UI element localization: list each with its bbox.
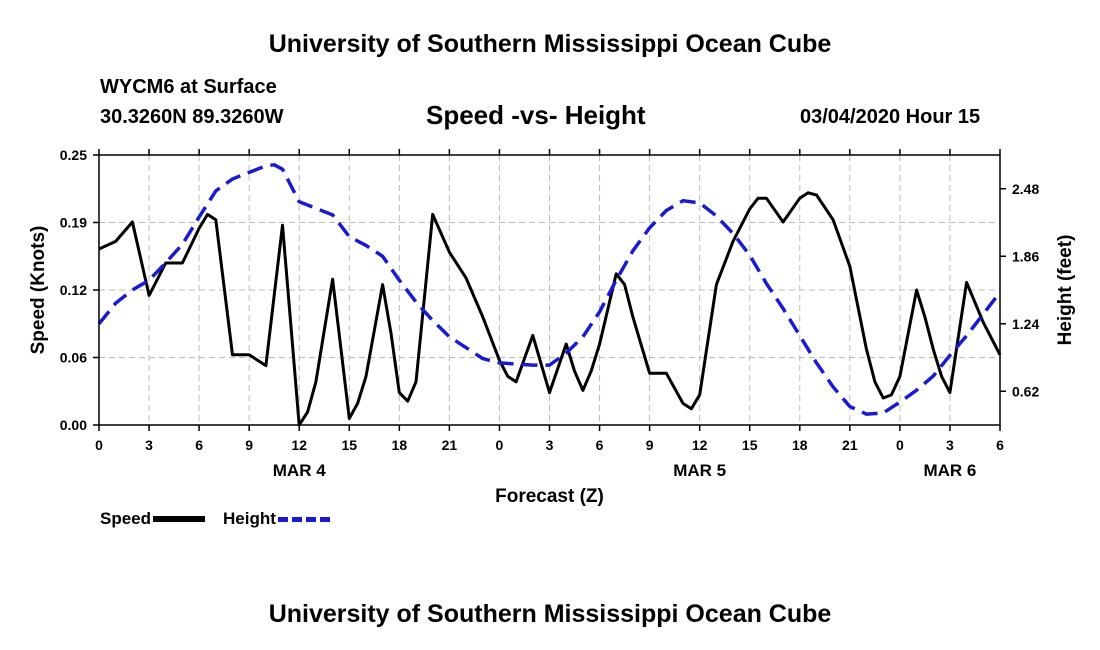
date-label: MAR 6 [923,461,976,480]
chart-title: Speed -vs- Height [426,100,646,130]
legend-height-label: Height [223,509,276,528]
y-tick-label: 0.25 [60,147,87,163]
legend-height-swatch [277,516,330,522]
station-coordinates: 30.3260N 89.3260W [100,106,284,128]
x-tick-label: 3 [946,437,954,453]
x-tick-label: 3 [546,437,554,453]
x-tick-label: 0 [896,437,904,453]
y-axis-title: Speed (Knots) [28,226,49,355]
x-tick-label: 6 [596,437,604,453]
x-tick-label: 3 [145,437,153,453]
y2-tick-label: 1.86 [1012,248,1039,264]
date-label: MAR 5 [673,461,726,480]
x-tick-label: 0 [95,437,103,453]
forecast-datetime: 03/04/2020 Hour 15 [800,106,981,128]
page-title: University of Southern Mississippi Ocean… [268,30,832,58]
x-tick-label: 18 [392,437,408,453]
x-tick-label: 9 [245,437,253,453]
x-tick-label: 6 [996,437,1004,453]
y-tick-label: 0.12 [60,282,87,298]
x-axis-title: Forecast (Z) [495,486,604,507]
x-tick-label: 9 [646,437,654,453]
x-tick-label: 6 [195,437,203,453]
x-tick-label: 15 [742,437,758,453]
x-tick-label: 12 [291,437,307,453]
y-tick-label: 0.06 [60,350,87,366]
y2-tick-label: 2.48 [1012,181,1039,197]
y-tick-label: 0.19 [60,215,87,231]
x-tick-label: 18 [792,437,808,453]
footer-title: University of Southern Mississippi Ocean… [268,600,832,628]
legend-speed-swatch [153,516,206,522]
series-line-speed [98,191,1002,427]
x-tick-label: 15 [341,437,357,453]
x-tick-label: 12 [692,437,708,453]
x-tick-label: 0 [496,437,504,453]
y2-tick-label: 0.62 [1012,383,1039,399]
legend-speed-label: Speed [100,509,152,528]
series-line-height [97,163,1002,416]
x-tick-label: 21 [442,437,458,453]
y2-axis-title: Height (feet) [1055,235,1076,346]
y-tick-label: 0.00 [60,417,87,433]
x-tick-label: 21 [842,437,858,453]
station-name: WYCM6 at Surface [100,76,277,98]
y2-tick-label: 1.24 [1012,316,1039,332]
legend: Speed Height [100,509,330,529]
date-label: MAR 4 [273,461,326,480]
